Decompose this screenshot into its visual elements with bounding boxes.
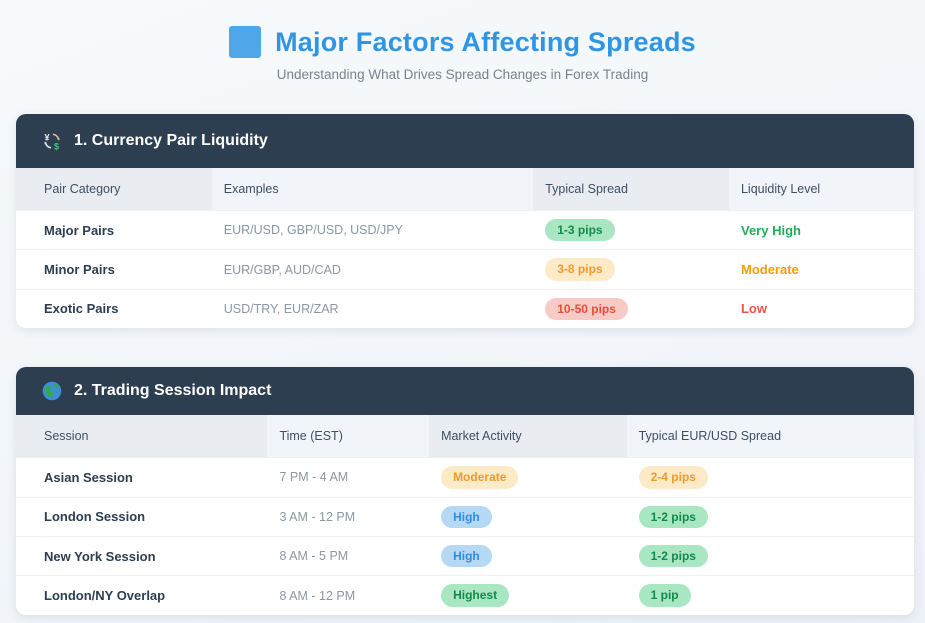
typical-spread-cell: 1-3 pips	[533, 209, 729, 250]
liquidity-table-header-row: Pair Category Examples Typical Spread Li…	[16, 168, 914, 211]
liquidity-level-cell: Very High	[728, 209, 914, 250]
market-activity-cell: Highest	[429, 575, 627, 615]
activity-badge: Highest	[441, 584, 510, 607]
spread-badge: 1-2 pips	[638, 505, 708, 528]
section-1-title: 1. Currency Pair Liquidity	[74, 132, 268, 149]
trading-session-impact-card: 2. Trading Session Impact Session Time (…	[16, 367, 914, 615]
svg-text:$: $	[54, 142, 59, 152]
column-header-time: Time (EST)	[267, 415, 430, 458]
section-1-header: ¥ $ 1. Currency Pair Liquidity	[16, 114, 914, 168]
column-header-eurusd-spread: Typical EUR/USD Spread	[626, 415, 914, 458]
spread-badge: 1-2 pips	[638, 544, 708, 568]
spread-badge: 3-8 pips	[545, 258, 615, 281]
svg-text:¥: ¥	[44, 133, 49, 143]
market-activity-cell: High	[429, 535, 627, 576]
column-header-pair-category: Pair Category	[16, 168, 212, 211]
section-2-header: 2. Trading Session Impact	[16, 367, 914, 416]
spread-badge: 1-3 pips	[545, 219, 615, 242]
section-2-title: 2. Trading Session Impact	[74, 382, 272, 400]
spread-cell: 1-2 pips	[626, 535, 914, 576]
session-cell: London Session	[16, 496, 268, 537]
market-activity-cell: Moderate	[429, 457, 627, 498]
table-row: Minor Pairs EUR/GBP, AUD/CAD 3-8 pips Mo…	[16, 249, 914, 290]
spread-badge: 2-4 pips	[638, 466, 708, 489]
title-row: Major Factors Affecting Spreads	[0, 26, 925, 58]
session-cell: New York Session	[16, 535, 268, 576]
page-header: Major Factors Affecting Spreads Understa…	[0, 0, 925, 82]
examples-cell: EUR/GBP, AUD/CAD	[211, 249, 534, 290]
spread-badge: 10-50 pips	[545, 297, 628, 321]
column-header-market-activity: Market Activity	[429, 415, 627, 458]
session-cell: London/NY Overlap	[16, 575, 268, 615]
liquidity-level-cell: Moderate	[728, 249, 914, 290]
blue-square-icon	[229, 26, 262, 58]
column-header-session: Session	[16, 415, 268, 458]
liquidity-level-text: Moderate	[740, 262, 799, 278]
liquidity-table: Pair Category Examples Typical Spread Li…	[16, 168, 914, 329]
activity-badge: High	[441, 505, 492, 528]
session-table: Session Time (EST) Market Activity Typic…	[16, 415, 914, 615]
liquidity-level-text: Low	[740, 301, 767, 317]
typical-spread-cell: 3-8 pips	[533, 249, 729, 290]
spread-badge: 1 pip	[638, 584, 691, 607]
time-cell: 8 AM - 12 PM	[267, 575, 430, 615]
table-row: London/NY Overlap 8 AM - 12 PM Highest 1…	[16, 575, 914, 615]
table-row: London Session 3 AM - 12 PM High 1-2 pip…	[16, 496, 914, 537]
pair-category-cell: Major Pairs	[16, 209, 212, 250]
column-header-liquidity-level: Liquidity Level	[728, 168, 914, 211]
spread-cell: 1-2 pips	[626, 496, 914, 537]
currency-exchange-icon: ¥ $	[44, 133, 60, 152]
page-subtitle: Understanding What Drives Spread Changes…	[276, 67, 649, 82]
examples-cell: USD/TRY, EUR/ZAR	[211, 288, 534, 329]
table-row: New York Session 8 AM - 5 PM High 1-2 pi…	[16, 535, 914, 576]
activity-badge: High	[441, 544, 492, 568]
spread-cell: 2-4 pips	[626, 457, 914, 498]
examples-cell: EUR/USD, GBP/USD, USD/JPY	[211, 209, 534, 250]
market-activity-cell: High	[429, 496, 627, 537]
currency-pair-liquidity-card: ¥ $ 1. Currency Pair Liquidity Pair Cate…	[16, 114, 914, 329]
time-cell: 7 PM - 4 AM	[267, 457, 430, 498]
session-table-header-row: Session Time (EST) Market Activity Typic…	[16, 415, 914, 458]
spread-cell: 1 pip	[626, 575, 914, 615]
table-row: Major Pairs EUR/USD, GBP/USD, USD/JPY 1-…	[16, 209, 914, 250]
liquidity-level-text: Very High	[740, 222, 801, 238]
session-cell: Asian Session	[16, 457, 268, 498]
activity-badge: Moderate	[441, 466, 519, 489]
column-header-typical-spread: Typical Spread	[533, 168, 729, 211]
table-row: Exotic Pairs USD/TRY, EUR/ZAR 10-50 pips…	[16, 288, 914, 329]
time-cell: 3 AM - 12 PM	[267, 496, 430, 537]
typical-spread-cell: 10-50 pips	[533, 288, 729, 329]
pair-category-cell: Exotic Pairs	[16, 288, 212, 329]
liquidity-level-cell: Low	[728, 288, 914, 329]
table-row: Asian Session 7 PM - 4 AM Moderate 2-4 p…	[16, 457, 914, 498]
column-header-examples: Examples	[211, 168, 534, 211]
pair-category-cell: Minor Pairs	[16, 249, 212, 290]
time-cell: 8 AM - 5 PM	[267, 535, 430, 576]
page-title: Major Factors Affecting Spreads	[275, 26, 696, 57]
globe-icon	[42, 381, 62, 401]
